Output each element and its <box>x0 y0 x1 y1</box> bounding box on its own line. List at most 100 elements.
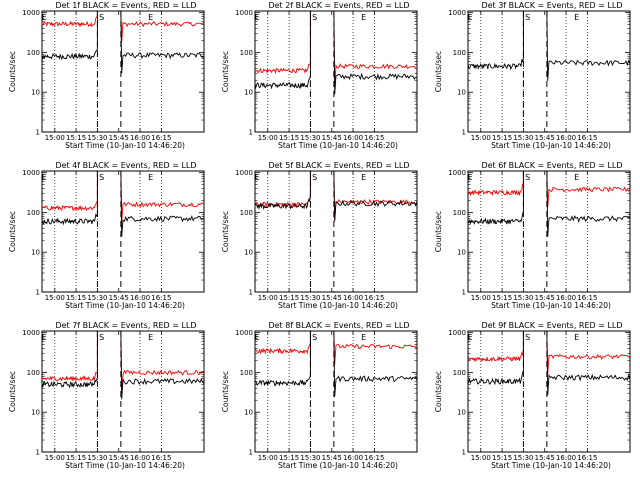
y-tick-label: 100 <box>453 369 466 377</box>
lld-trace-pre <box>467 170 527 197</box>
y-tick-label: 1 <box>462 449 466 457</box>
plot-frame <box>41 330 205 453</box>
events-trace-post <box>120 170 205 237</box>
x-axis-label: Start Time (10-Jan-10 14:46:20) <box>491 301 611 310</box>
panel-8: Det 8f BLACK = Events, RED = LLD Counts/s… <box>221 321 418 470</box>
x-axis-label: Start Time (10-Jan-10 14:46:20) <box>491 461 611 470</box>
panel-title: Det 7f BLACK = Events, RED = LLD <box>55 321 196 330</box>
panel-title: Det 5f BLACK = Events, RED = LLD <box>268 161 409 170</box>
y-tick-label: 1000 <box>22 169 40 177</box>
x-tick-label: 15:15 <box>279 134 299 142</box>
x-tick-label: 15:45 <box>535 294 555 302</box>
x-tick-label: 15:00 <box>471 294 491 302</box>
x-tick-label: 15:00 <box>471 134 491 142</box>
x-tick-label: 15:30 <box>300 134 320 142</box>
lld-trace-pre <box>41 330 101 383</box>
x-tick-label: 15:15 <box>279 454 299 462</box>
events-trace-pre <box>467 330 527 386</box>
y-tick-label: 10 <box>31 89 40 97</box>
x-tick-label: 16:15 <box>151 294 171 302</box>
marker-label: E <box>148 333 153 342</box>
x-axis-label: Start Time (10-Jan-10 14:46:20) <box>65 461 185 470</box>
events-trace-post <box>120 10 205 74</box>
y-tick-label: 1 <box>249 289 253 297</box>
marker-label: E <box>468 13 473 22</box>
x-tick-label: 15:15 <box>492 294 512 302</box>
panel-title: Det 9f BLACK = Events, RED = LLD <box>481 321 622 330</box>
x-tick-label: 15:00 <box>258 454 278 462</box>
y-tick-label: 10 <box>457 89 466 97</box>
y-tick-label: 100 <box>240 209 253 217</box>
y-axis-label: Counts/sec <box>8 371 17 412</box>
x-axis-label: Start Time (10-Jan-10 14:46:20) <box>491 141 611 150</box>
panel-title: Det 8f BLACK = Events, RED = LLD <box>268 321 409 330</box>
lld-trace-pre <box>41 170 101 212</box>
lld-trace-post <box>120 170 205 223</box>
x-tick-label: 16:15 <box>364 454 384 462</box>
plot-frame <box>467 330 631 453</box>
events-trace-post <box>546 10 631 81</box>
x-tick-label: 15:30 <box>87 454 107 462</box>
x-tick-label: 16:00 <box>343 294 363 302</box>
lld-trace-pre <box>254 330 314 355</box>
y-tick-label: 100 <box>240 369 253 377</box>
x-axis-label: Start Time (10-Jan-10 14:46:20) <box>278 461 398 470</box>
y-tick-label: 1000 <box>22 9 40 17</box>
lld-trace-pre <box>254 170 314 209</box>
panel-1: Det 1f BLACK = Events, RED = LLD Counts/s… <box>8 1 205 150</box>
x-tick-label: 16:15 <box>151 454 171 462</box>
panel-9: Det 9f BLACK = Events, RED = LLD Counts/s… <box>434 321 631 470</box>
events-trace-post <box>120 330 205 400</box>
y-axis-label: Counts/sec <box>434 211 443 252</box>
y-tick-label: 1000 <box>235 169 253 177</box>
panel-title: Det 6f BLACK = Events, RED = LLD <box>481 161 622 170</box>
marker-label: E <box>42 13 47 22</box>
marker-label: S <box>99 13 104 22</box>
marker-label: S <box>99 173 104 182</box>
y-tick-label: 10 <box>457 249 466 257</box>
x-tick-label: 15:15 <box>492 454 512 462</box>
x-tick-label: 15:30 <box>513 454 533 462</box>
marker-label: S <box>525 333 530 342</box>
x-tick-label: 15:15 <box>66 454 86 462</box>
x-tick-label: 15:30 <box>513 134 533 142</box>
x-tick-label: 16:00 <box>130 134 150 142</box>
x-tick-label: 16:15 <box>577 134 597 142</box>
x-tick-label: 16:00 <box>556 454 576 462</box>
y-axis-label: Counts/sec <box>434 371 443 412</box>
x-tick-label: 15:00 <box>258 134 278 142</box>
panel-5: Det 5f BLACK = Events, RED = LLD Counts/s… <box>221 161 418 310</box>
marker-label: S <box>312 13 317 22</box>
x-tick-label: 16:00 <box>556 134 576 142</box>
x-tick-label: 16:15 <box>577 294 597 302</box>
marker-label: E <box>148 173 153 182</box>
y-axis-label: Counts/sec <box>8 51 17 92</box>
marker-label: E <box>255 333 260 342</box>
y-tick-label: 10 <box>31 249 40 257</box>
panel-6: Det 6f BLACK = Events, RED = LLD Counts/s… <box>434 161 631 310</box>
panel-3: Det 3f BLACK = Events, RED = LLD Counts/s… <box>434 1 631 150</box>
x-tick-label: 15:00 <box>45 454 65 462</box>
lld-trace-post <box>333 170 418 220</box>
y-tick-label: 100 <box>27 49 40 57</box>
panel-title: Det 3f BLACK = Events, RED = LLD <box>481 1 622 10</box>
x-axis-label: Start Time (10-Jan-10 14:46:20) <box>65 301 185 310</box>
marker-label: E <box>361 173 366 182</box>
x-axis-label: Start Time (10-Jan-10 14:46:20) <box>278 301 398 310</box>
y-tick-label: 10 <box>31 409 40 417</box>
marker-label: S <box>312 173 317 182</box>
marker-label: E <box>42 333 47 342</box>
marker-label: S <box>312 333 317 342</box>
y-axis-label: Counts/sec <box>434 51 443 92</box>
x-tick-label: 16:15 <box>151 134 171 142</box>
y-tick-label: 10 <box>244 249 253 257</box>
y-axis-label: Counts/sec <box>8 211 17 252</box>
events-trace-post <box>333 330 418 397</box>
marker-label: E <box>255 173 260 182</box>
lld-trace-post <box>546 170 631 208</box>
x-tick-label: 16:15 <box>577 454 597 462</box>
lld-trace-pre <box>254 10 314 75</box>
panel-7: Det 7f BLACK = Events, RED = LLD Counts/s… <box>8 321 205 470</box>
events-trace-pre <box>254 10 314 90</box>
events-trace-post <box>546 170 631 237</box>
